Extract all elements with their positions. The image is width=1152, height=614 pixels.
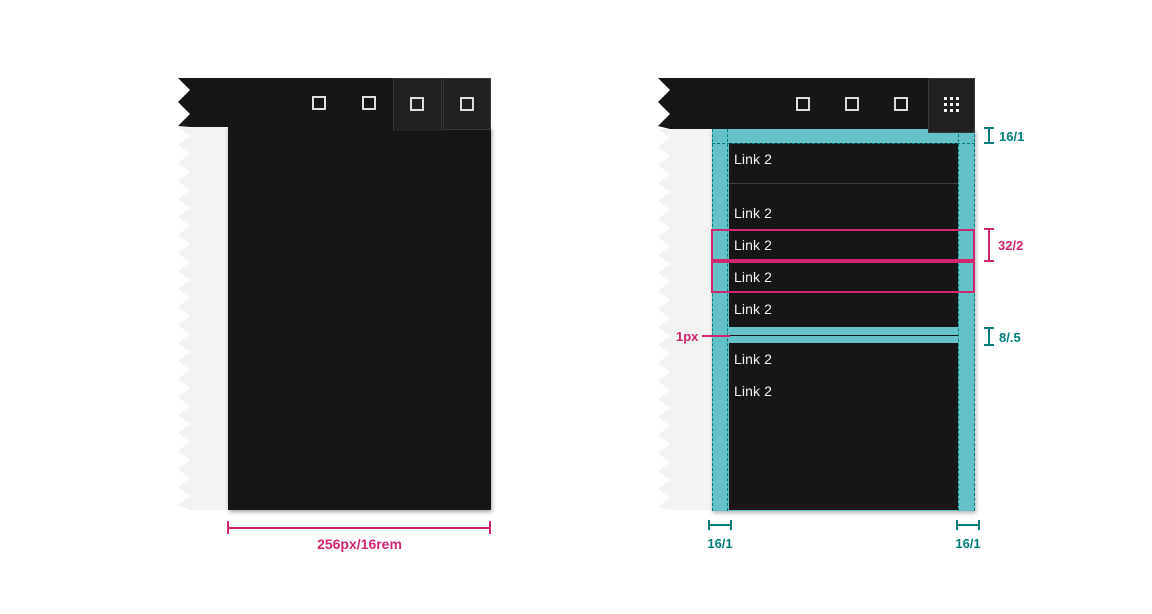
dashed-guide-top (712, 143, 975, 144)
menu-link[interactable]: Link 2 (734, 351, 772, 367)
placeholder-action-icon[interactable] (312, 96, 326, 110)
menu-link[interactable]: Link 2 (734, 205, 772, 221)
item-span-label: 32/2 (998, 238, 1024, 253)
placeholder-action-icon[interactable] (460, 97, 474, 111)
divider-thickness-label: 1px (676, 329, 699, 344)
top-padding-label: 16/1 (999, 129, 1025, 144)
header-menu-section-b: Link 2 Link 2 (729, 343, 958, 510)
menu-link[interactable]: Link 2 (734, 237, 772, 253)
right-truncated-page (598, 78, 670, 523)
measure-ibeam-horizontal (708, 520, 732, 530)
panel-width-ruler (228, 527, 490, 529)
ruler-end-cap (489, 521, 491, 534)
dashed-guide-right-inner (958, 129, 959, 511)
placeholder-action-icon[interactable] (796, 97, 810, 111)
dashed-guide-left-inner (727, 129, 728, 511)
measure-ibeam-vertical (984, 327, 994, 346)
menu-link[interactable]: Link 2 (734, 269, 772, 285)
placeholder-action-icon[interactable] (410, 97, 424, 111)
app-switcher-grid-icon[interactable] (944, 97, 959, 112)
dashed-guide-right-outer (974, 129, 975, 511)
menu-link[interactable]: Link 2 (734, 383, 772, 399)
left-header-action-tile-active[interactable] (393, 78, 442, 131)
left-padding-label: 16/1 (707, 536, 733, 551)
dashed-guide-left-outer (712, 129, 713, 511)
placeholder-action-icon[interactable] (894, 97, 908, 111)
left-expanded-side-panel (228, 127, 491, 510)
menu-section-divider-1px (729, 335, 958, 336)
menu-link[interactable]: Link 2 (734, 301, 772, 317)
divider-gap-label: 8/.5 (999, 330, 1021, 345)
measure-ibeam-vertical (984, 127, 994, 144)
placeholder-action-icon[interactable] (362, 96, 376, 110)
measure-ibeam-horizontal (956, 520, 980, 530)
menu-link[interactable]: Link 2 (734, 151, 772, 167)
left-header-action-tile[interactable] (443, 78, 491, 130)
item-highlight-rect (711, 229, 975, 261)
divider-pointer-line (702, 335, 730, 337)
right-ui-shell-header (658, 78, 975, 129)
panel-width-label: 256px/16rem (317, 536, 402, 552)
measure-ibeam-vertical (984, 228, 994, 262)
menu-divider (729, 183, 958, 184)
right-padding-label: 16/1 (955, 536, 981, 551)
left-truncated-page (118, 78, 190, 523)
header-menu-section-a: Link 2 Link 2 Link 2 Link 2 Link 2 (729, 143, 958, 327)
item-highlight-rect (711, 261, 975, 293)
placeholder-action-icon[interactable] (845, 97, 859, 111)
